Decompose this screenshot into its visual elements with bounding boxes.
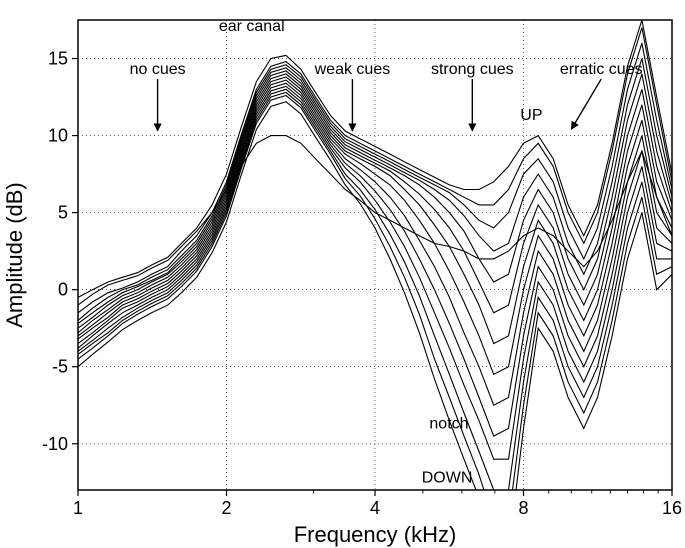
x-tick-label: 4 bbox=[370, 498, 380, 518]
annotation-label: erratic cues bbox=[560, 61, 643, 78]
x-tick-label: 2 bbox=[221, 498, 231, 518]
annotation-label: DOWN bbox=[422, 469, 473, 486]
y-tick-label: 0 bbox=[58, 280, 68, 300]
annotation-label: weak cues bbox=[314, 61, 391, 78]
chart-svg: 1 2 4 8 16 -10 -5 0 5 10 15 Frequency (kHz) Amplitud… bbox=[0, 0, 685, 548]
x-tick-label: 16 bbox=[662, 498, 682, 518]
annotation-label: no cues bbox=[130, 61, 186, 78]
y-tick-label: -5 bbox=[52, 357, 68, 377]
annotation-label: UP bbox=[520, 107, 542, 124]
annotation-label: strong cues bbox=[431, 61, 514, 78]
x-tick-label: 8 bbox=[518, 498, 528, 518]
annotation-label: ear canal bbox=[219, 18, 285, 35]
chart-background bbox=[0, 0, 685, 548]
y-tick-label: 10 bbox=[48, 126, 68, 146]
x-tick-label: 1 bbox=[73, 498, 83, 518]
y-tick-label: 5 bbox=[58, 203, 68, 223]
hrtf-chart: 1 2 4 8 16 -10 -5 0 5 10 15 Frequency (kHz) Amplitud… bbox=[0, 0, 685, 548]
y-tick-label: -10 bbox=[42, 434, 68, 454]
x-axis-label: Frequency (kHz) bbox=[294, 522, 457, 547]
y-axis-label: Amplitude (dB) bbox=[2, 182, 27, 328]
annotation-label: notch bbox=[429, 415, 468, 432]
y-tick-label: 15 bbox=[48, 49, 68, 69]
